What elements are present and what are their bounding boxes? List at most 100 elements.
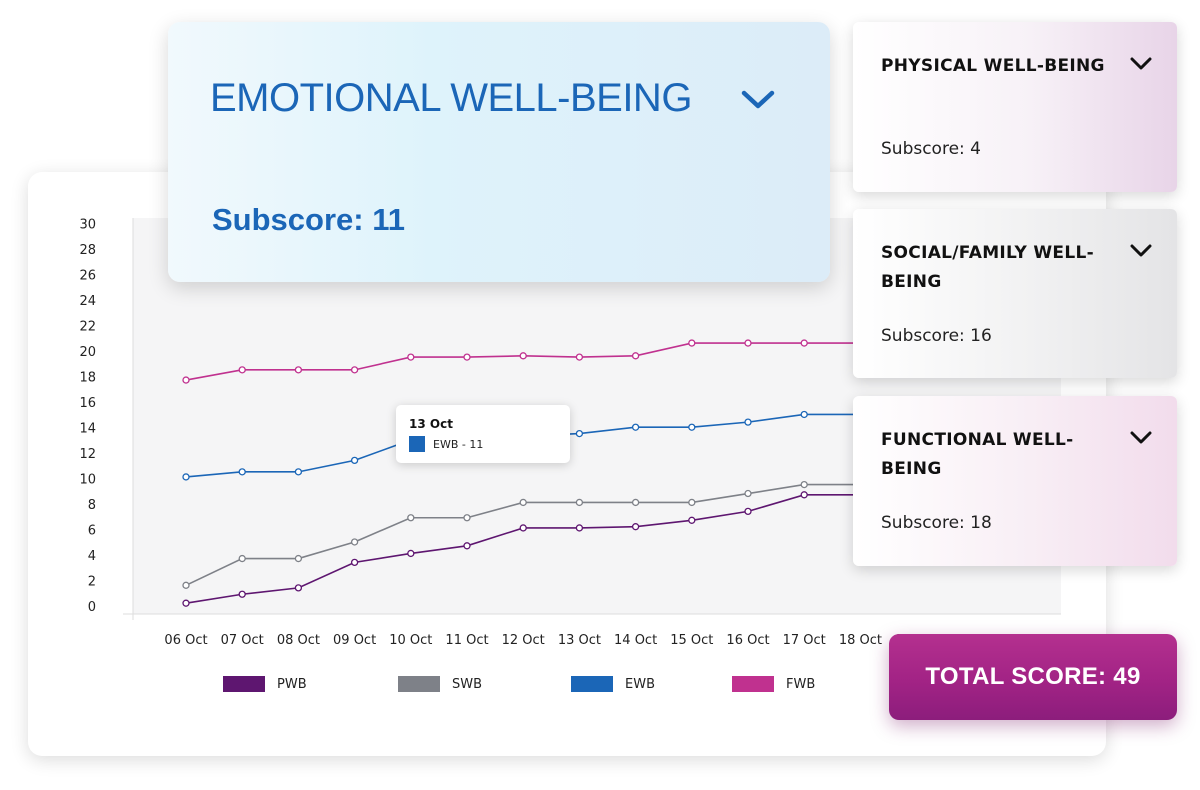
y-tick-label: 14 — [79, 422, 96, 437]
data-point-swb[interactable] — [575, 498, 584, 507]
data-point-swb[interactable] — [463, 514, 471, 522]
data-point-ewb[interactable] — [631, 423, 640, 431]
y-tick-label: 6 — [88, 524, 96, 539]
data-point-swb[interactable] — [744, 489, 752, 498]
data-point-ewb[interactable] — [575, 429, 584, 438]
y-tick-label: 2 — [88, 575, 96, 590]
data-point-fwb[interactable] — [182, 376, 190, 384]
y-tick-label: 28 — [79, 243, 96, 258]
y-tick-label: 24 — [79, 294, 96, 309]
chart-legend: PWB SWB EWB FWB — [223, 676, 883, 700]
data-point-ewb[interactable] — [744, 418, 752, 426]
data-point-pwb[interactable] — [800, 491, 808, 499]
emotional-well-being-title: EMOTIONAL WELL-BEING — [210, 76, 692, 120]
data-point-ewb[interactable] — [688, 423, 696, 431]
legend-item-fwb[interactable]: FWB — [732, 676, 815, 692]
y-tick-label: 26 — [79, 269, 96, 284]
data-point-pwb[interactable] — [688, 516, 696, 524]
data-point-swb[interactable] — [800, 480, 808, 489]
data-point-swb[interactable] — [519, 498, 527, 507]
data-point-pwb[interactable] — [294, 584, 303, 592]
tooltip-value: EWB - 11 — [433, 438, 484, 451]
data-point-fwb[interactable] — [463, 353, 471, 361]
data-point-swb[interactable] — [407, 514, 415, 522]
data-point-pwb[interactable] — [575, 524, 584, 532]
y-tick-label: 10 — [79, 473, 96, 488]
x-tick-label: 11 Oct — [445, 633, 488, 648]
legend-swatch — [398, 676, 440, 692]
functional-well-being-card[interactable]: FUNCTIONAL WELL-BEING Subscore: 18 — [853, 396, 1177, 566]
x-tick-label: 17 Oct — [783, 633, 826, 648]
y-tick-label: 20 — [79, 345, 96, 360]
chart-tooltip: 13 Oct EWB - 11 — [396, 405, 570, 463]
data-point-fwb[interactable] — [350, 366, 359, 374]
series-line-fwb — [185, 342, 917, 381]
chevron-down-icon[interactable] — [740, 88, 776, 112]
data-point-pwb[interactable] — [519, 524, 527, 532]
data-point-ewb[interactable] — [294, 468, 303, 476]
data-point-pwb[interactable] — [182, 599, 190, 607]
data-point-ewb[interactable] — [350, 456, 359, 465]
x-tick-label: 16 Oct — [726, 633, 769, 648]
data-point-swb[interactable] — [631, 498, 640, 507]
physical-well-being-card[interactable]: PHYSICAL WELL-BEING Subscore: 4 — [853, 22, 1177, 192]
x-tick-label: 06 Oct — [164, 633, 207, 648]
data-point-fwb[interactable] — [744, 339, 752, 347]
functional-well-being-title: FUNCTIONAL WELL-BEING — [881, 430, 1074, 479]
social-family-well-being-card[interactable]: SOCIAL/FAMILY WELL-BEING Subscore: 16 — [853, 209, 1177, 378]
data-point-swb[interactable] — [350, 538, 359, 546]
tooltip-date: 13 Oct — [409, 417, 453, 431]
legend-swatch — [223, 676, 265, 692]
x-tick-label: 07 Oct — [221, 633, 264, 648]
legend-label: EWB — [625, 676, 655, 692]
data-point-pwb[interactable] — [631, 523, 640, 531]
data-point-swb[interactable] — [182, 581, 190, 589]
series-line-swb — [185, 483, 917, 587]
physical-subscore: Subscore: 4 — [881, 139, 981, 159]
y-tick-label: 0 — [88, 600, 96, 615]
legend-swatch — [732, 676, 774, 692]
legend-item-ewb[interactable]: EWB — [571, 676, 655, 692]
x-tick-label: 12 Oct — [502, 633, 545, 648]
y-tick-label: 8 — [88, 498, 96, 513]
data-point-pwb[interactable] — [350, 558, 359, 567]
data-point-swb[interactable] — [688, 498, 696, 507]
data-point-ewb[interactable] — [800, 410, 808, 419]
data-point-swb[interactable] — [238, 554, 246, 563]
data-point-fwb[interactable] — [519, 352, 527, 360]
data-point-pwb[interactable] — [238, 590, 246, 598]
legend-swatch — [571, 676, 613, 692]
chevron-down-icon[interactable] — [1129, 243, 1153, 259]
social-family-subscore: Subscore: 16 — [881, 326, 992, 346]
x-tick-label: 13 Oct — [558, 633, 601, 648]
data-point-fwb[interactable] — [407, 353, 415, 361]
legend-item-pwb[interactable]: PWB — [223, 676, 307, 692]
legend-item-swb[interactable]: SWB — [398, 676, 482, 692]
data-point-pwb[interactable] — [744, 507, 752, 516]
emotional-well-being-card[interactable]: EMOTIONAL WELL-BEING Subscore: 11 — [168, 22, 830, 282]
x-tick-label: 18 Oct — [839, 633, 882, 648]
data-point-fwb[interactable] — [800, 339, 808, 347]
functional-subscore: Subscore: 18 — [881, 513, 992, 533]
data-point-pwb[interactable] — [407, 549, 415, 558]
data-point-fwb[interactable] — [238, 366, 246, 374]
physical-well-being-title: PHYSICAL WELL-BEING — [881, 56, 1105, 76]
data-point-ewb[interactable] — [238, 468, 246, 476]
y-tick-label: 18 — [79, 371, 96, 386]
y-tick-label: 12 — [79, 447, 96, 462]
total-score-badge: TOTAL SCORE: 49 — [889, 634, 1177, 720]
data-point-fwb[interactable] — [575, 353, 584, 361]
data-point-fwb[interactable] — [631, 352, 640, 360]
data-point-fwb[interactable] — [688, 339, 696, 347]
legend-label: FWB — [786, 676, 816, 692]
x-tick-label: 14 Oct — [614, 633, 657, 648]
y-tick-label: 4 — [88, 549, 96, 564]
chevron-down-icon[interactable] — [1129, 56, 1153, 72]
chevron-down-icon[interactable] — [1129, 430, 1153, 446]
data-point-pwb[interactable] — [463, 542, 471, 550]
data-point-swb[interactable] — [294, 554, 303, 563]
legend-label: SWB — [452, 676, 483, 692]
data-point-fwb[interactable] — [294, 366, 303, 374]
data-point-ewb[interactable] — [182, 473, 190, 481]
